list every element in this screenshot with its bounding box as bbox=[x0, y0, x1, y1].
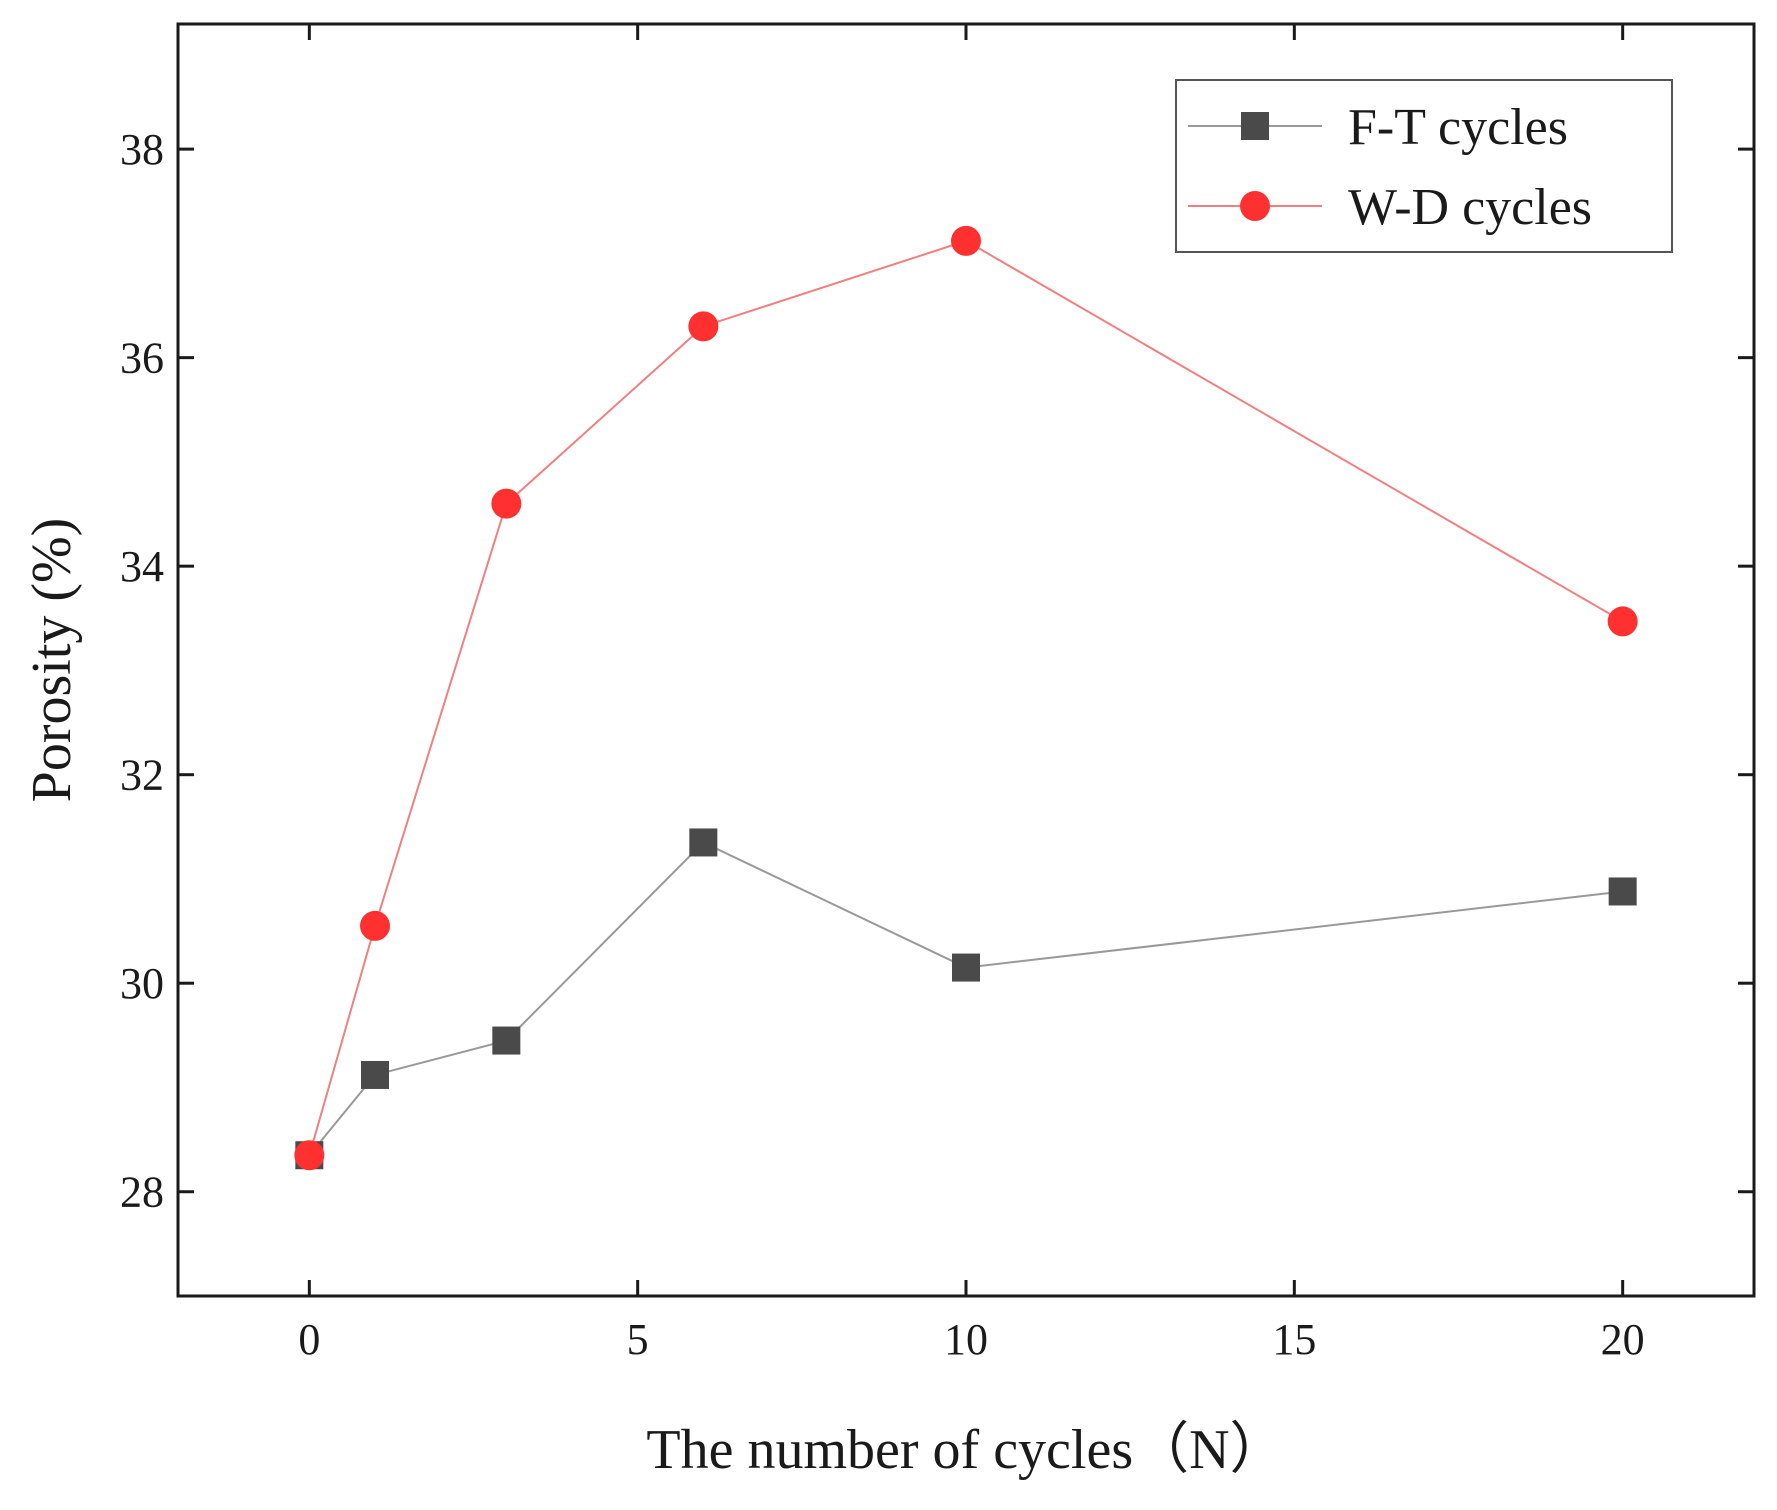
series-line-f-t-cycles bbox=[308, 841, 1623, 1156]
data-point-f-t-cycles bbox=[492, 1026, 521, 1055]
legend-marker-ft bbox=[1241, 112, 1269, 140]
legend-marker-wd bbox=[1240, 191, 1270, 221]
legend: F-T cycles W-D cycles bbox=[1175, 79, 1673, 253]
legend-box bbox=[1175, 79, 1673, 253]
x-tick-label: 5 bbox=[627, 1315, 649, 1364]
data-point-w-d-cycles bbox=[951, 225, 981, 256]
y-tick-label: 30 bbox=[120, 959, 164, 1008]
data-series bbox=[294, 225, 1638, 1171]
data-point-f-t-cycles bbox=[361, 1060, 389, 1089]
x-tick-label: 15 bbox=[1272, 1315, 1316, 1364]
data-point-f-t-cycles bbox=[952, 953, 980, 982]
y-tick-label: 28 bbox=[120, 1168, 164, 1217]
series-line-w-d-cycles bbox=[308, 239, 1624, 1156]
legend-label-wd: W-D cycles bbox=[1348, 179, 1592, 236]
y-tick-label: 34 bbox=[120, 542, 164, 591]
x-axis-title: The number of cycles（N） bbox=[646, 1419, 1285, 1481]
legend-label-ft: F-T cycles bbox=[1348, 99, 1568, 156]
data-point-w-d-cycles bbox=[294, 1140, 325, 1171]
data-point-w-d-cycles bbox=[1607, 606, 1638, 637]
data-point-f-t-cycles bbox=[1608, 877, 1637, 906]
x-tick-label: 10 bbox=[944, 1315, 988, 1364]
data-point-w-d-cycles bbox=[491, 488, 522, 519]
data-point-w-d-cycles bbox=[360, 910, 390, 941]
data-point-f-t-cycles bbox=[689, 828, 718, 857]
data-point-w-d-cycles bbox=[688, 311, 719, 342]
y-tick-label: 32 bbox=[120, 751, 164, 800]
y-tick-label: 36 bbox=[120, 334, 164, 383]
x-tick-label: 0 bbox=[298, 1315, 320, 1364]
axis-ticks: 0 5 10 15 20 28 30 32 34 36 38 bbox=[120, 24, 1754, 1364]
x-tick-label: 20 bbox=[1601, 1315, 1645, 1364]
y-tick-label: 38 bbox=[120, 125, 164, 174]
y-axis-title: Porosity (%) bbox=[21, 518, 83, 803]
